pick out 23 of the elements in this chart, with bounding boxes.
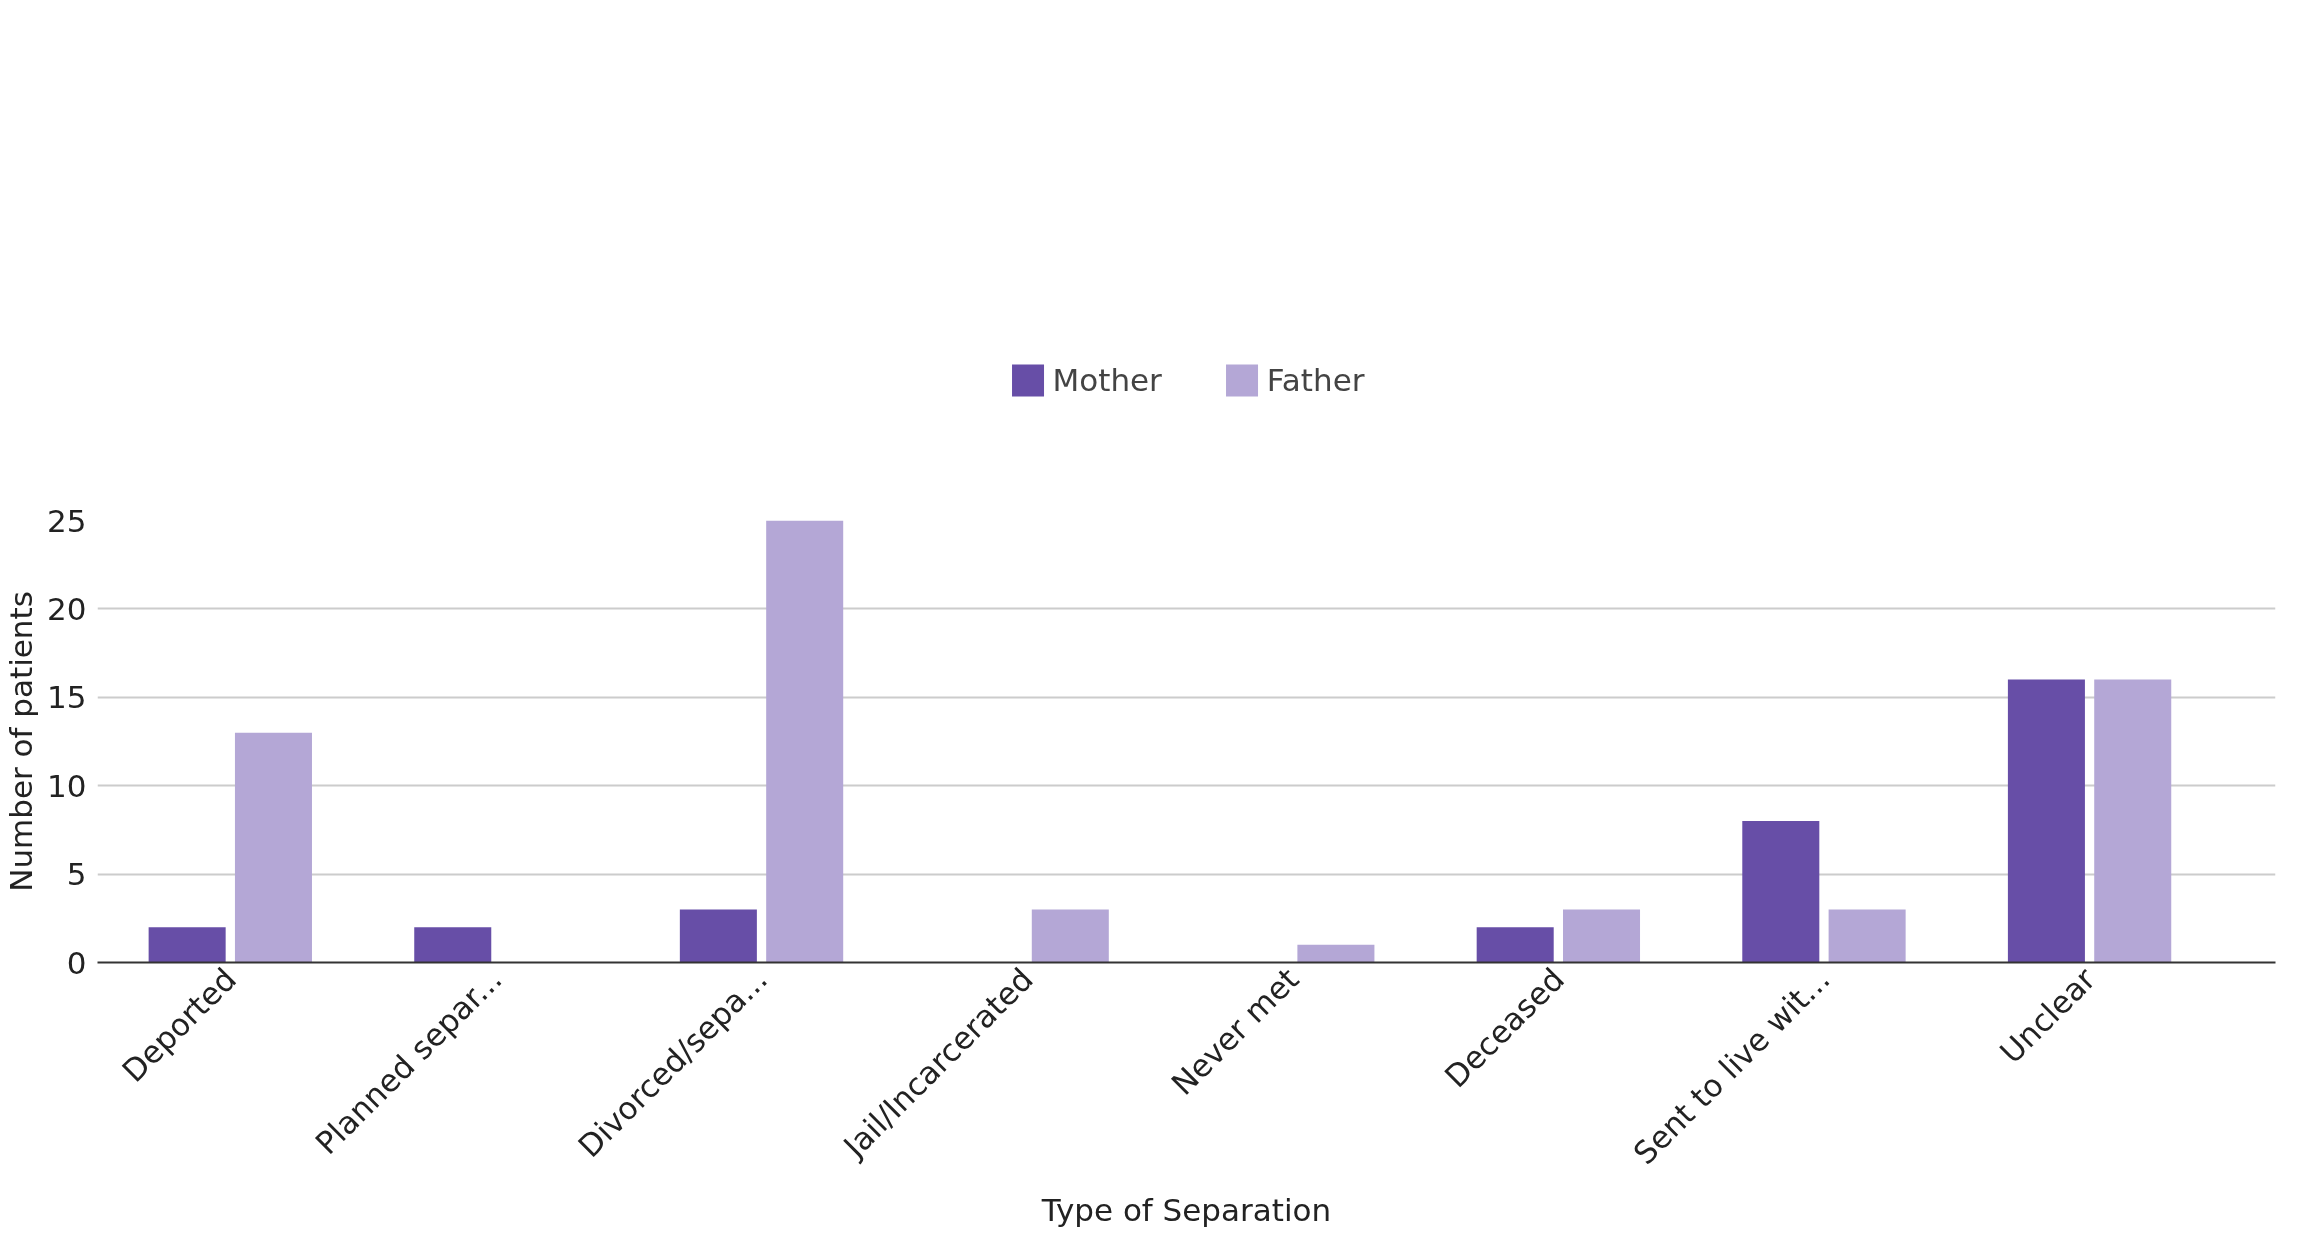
y-axis-title: Number of patients xyxy=(3,591,40,892)
bar xyxy=(2007,679,2085,963)
bar xyxy=(1742,821,1820,963)
y-tick-label: 5 xyxy=(66,856,87,893)
bar xyxy=(1031,909,1109,963)
bar xyxy=(1563,909,1641,963)
legend-label: Father xyxy=(1266,362,1365,398)
y-tick-label: 0 xyxy=(66,944,87,981)
y-tick-label: 10 xyxy=(47,767,87,804)
bar xyxy=(1828,909,1906,963)
bar xyxy=(1297,944,1375,963)
y-tick-label: 20 xyxy=(47,590,87,627)
legend-label: Mother xyxy=(1052,362,1162,398)
bar xyxy=(414,927,492,963)
bar xyxy=(766,520,844,963)
bar xyxy=(2094,679,2172,963)
y-tick-label: 25 xyxy=(47,502,87,539)
y-tick-label: 15 xyxy=(47,679,87,716)
bar xyxy=(679,909,757,963)
bar xyxy=(234,732,312,963)
bar xyxy=(148,927,226,963)
x-axis-title: Type of Separation xyxy=(1040,1191,1332,1228)
bar xyxy=(1476,927,1554,963)
